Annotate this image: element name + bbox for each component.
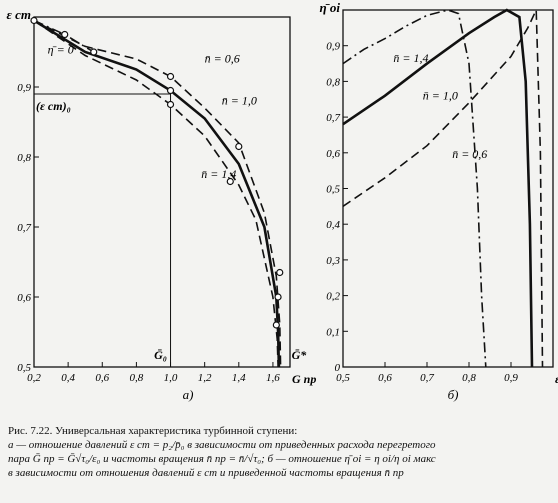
x-axis-label: G пр xyxy=(292,372,316,386)
y-tick-label: 0,7 xyxy=(326,112,340,124)
x-tick-label: 0,4 xyxy=(61,372,75,384)
figure: 0,2 0,4 0,6 0,8 1,0 1,2 1,4 1,6 0,5 0,6 0,7 0,8 0,9 ε… xyxy=(7,0,558,402)
x-tick-label: 1,6 xyxy=(266,372,280,384)
panel-label: б) xyxy=(448,387,459,402)
series-line-0 xyxy=(342,9,487,368)
y-tick-label: 0,2 xyxy=(326,291,340,303)
caption-line-4: в зависимости от отношения давлений ε ст… xyxy=(8,467,404,479)
plot-frame xyxy=(342,9,554,368)
y-tick-label: 0,6 xyxy=(17,292,31,304)
reference-y-label: (ε ст)₀ xyxy=(36,99,71,113)
data-point xyxy=(274,293,282,301)
series-annotation: η̄ = 0 xyxy=(48,42,74,56)
x-tick-label: 0,6 xyxy=(378,372,392,384)
series-line-2 xyxy=(342,9,544,368)
x-tick-label: 1,0 xyxy=(164,372,178,384)
y-tick-label: 0,9 xyxy=(326,41,340,53)
y-tick-label: 0,8 xyxy=(17,152,31,164)
plot-frame xyxy=(33,16,291,368)
series-annotation: n̄ = 1,0 xyxy=(222,94,257,108)
y-tick-label: 0,1 xyxy=(326,326,340,338)
figure-caption: Рис. 7.22. Универсальная характеристика … xyxy=(8,424,550,480)
data-point xyxy=(30,16,38,25)
y-tick-label: 0,3 xyxy=(326,255,340,267)
data-point xyxy=(272,321,280,329)
data-point xyxy=(166,72,175,81)
x-tick-label: 0,7 xyxy=(420,372,434,384)
x-tick-label: 0,8 xyxy=(462,372,476,384)
data-point xyxy=(166,100,175,109)
y-tick-label: 0,5 xyxy=(17,362,31,374)
y-tick-label: 0,8 xyxy=(326,76,340,88)
caption-title: Рис. 7.22. Универсальная характеристика … xyxy=(8,425,298,437)
x-tick-label: 0,6 xyxy=(95,372,109,384)
x-tick-label: 0,2 xyxy=(27,372,41,384)
series-line-1 xyxy=(33,19,281,368)
series-annotation: n̄ = 0,6 xyxy=(452,147,487,161)
series-annotation: n̄ = 1,4 xyxy=(201,167,236,181)
y-tick-label: 0,6 xyxy=(326,148,340,160)
data-point xyxy=(235,142,243,151)
series-line-2 xyxy=(33,19,279,368)
y-tick-label: 0,5 xyxy=(326,184,340,196)
x-tick-label: 0,8 xyxy=(130,372,144,384)
y-axis-label: η̄ oi xyxy=(320,0,341,15)
y-tick-label: 0,9 xyxy=(17,82,31,94)
data-point xyxy=(276,268,284,277)
data-point xyxy=(166,86,175,95)
data-point xyxy=(226,177,234,186)
y-tick-label: 0 xyxy=(335,362,341,374)
series-annotation: n̄ = 1,4 xyxy=(393,51,428,65)
series-annotation: n̄ = 1,0 xyxy=(423,88,458,102)
x-tick-label: 1,2 xyxy=(198,372,212,384)
x-tick-label: 0,9 xyxy=(504,372,518,384)
series-line-1 xyxy=(342,8,534,368)
series-line-0 xyxy=(33,19,282,368)
x-tick-label: 1,4 xyxy=(232,372,246,384)
x-axis-label: ε ст xyxy=(555,372,558,386)
series-annotation: n̄ = 0,6 xyxy=(205,52,240,66)
y-tick-label: 0,4 xyxy=(326,219,340,231)
panel-a: 0,2 0,4 0,6 0,8 1,0 1,2 1,4 1,6 0,5 0,6 0,7 0,8 0,9 ε… xyxy=(7,7,317,402)
x-tick-label: 0,5 xyxy=(336,372,350,384)
y-tick-label: 0,7 xyxy=(17,222,31,234)
panel-b: 0,5 0,6 0,7 0,8 0,9 0 0,1 0,2 0,3 0,4 0,5 0,6 0,7 0,8… xyxy=(320,0,558,402)
caption-line-3: пара Ḡ пр = Ḡ√τ₀/ε₀ и частоты вращения n… xyxy=(8,453,436,465)
data-point xyxy=(61,30,69,39)
y-axis-label: ε ст xyxy=(7,7,31,22)
reference-x-label: Ḡ₀ xyxy=(154,348,167,362)
data-point xyxy=(90,48,98,56)
reference-xstar-label: Ḡ* xyxy=(292,348,308,362)
caption-line-2: а — отношение давлений ε ст = p₂/p̄₀ в з… xyxy=(8,439,436,451)
panel-label: а) xyxy=(183,387,194,402)
